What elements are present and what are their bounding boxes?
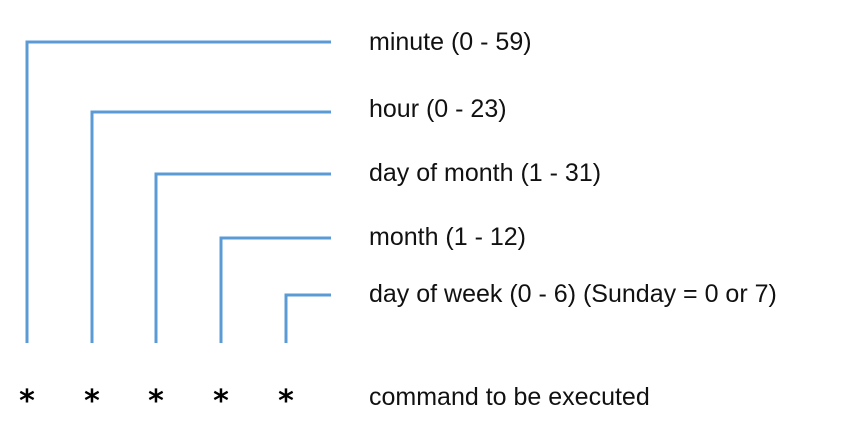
field-asterisk: * (278, 384, 294, 419)
field-asterisk: * (84, 384, 100, 419)
field-label: day of month (1 - 31) (369, 159, 602, 187)
field-asterisk: * (213, 384, 229, 419)
connector-line-3 (219, 236, 331, 343)
connector-line-1 (90, 110, 331, 343)
field-asterisk: * (148, 384, 164, 419)
field-asterisk: * (19, 384, 35, 419)
connector-line-2 (154, 172, 331, 343)
field-label: month (1 - 12) (369, 223, 527, 251)
command-label: command to be executed (369, 383, 650, 411)
field-label: day of week (0 - 6) (Sunday = 0 or 7) (369, 280, 777, 308)
field-label: minute (0 - 59) (369, 28, 532, 56)
connector-line-0 (25, 40, 331, 343)
field-label: hour (0 - 23) (369, 95, 507, 123)
connector-line-4 (284, 293, 331, 343)
